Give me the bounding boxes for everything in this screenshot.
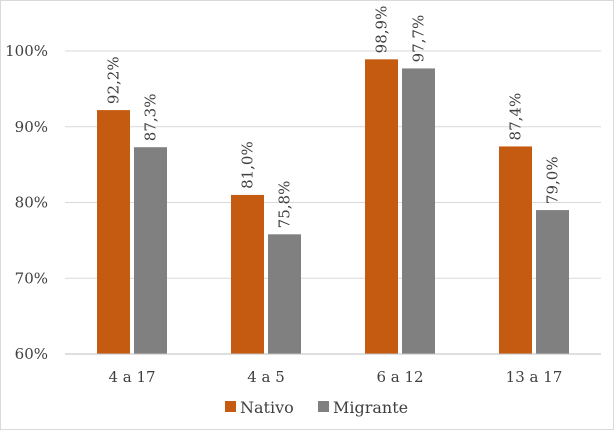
y-tick-label: 80% <box>15 194 48 212</box>
legend-label: Migrante <box>333 398 408 417</box>
legend-swatch-nativo <box>225 401 236 412</box>
bar-migrante <box>536 210 569 354</box>
bar-migrante <box>268 234 301 354</box>
bar-nativo <box>499 146 532 354</box>
y-tick-label: 70% <box>15 269 48 287</box>
bars: 92,2% 87,3% 81,0% 75,8% 98,9% 97,7% 87,4% 79,0% <box>97 6 569 355</box>
bar-migrante <box>402 68 435 355</box>
bar-nativo <box>365 59 398 355</box>
legend-label: Nativo <box>240 398 294 417</box>
x-axis: 4 a 17 4 a 5 6 a 12 13 a 17 <box>65 353 601 386</box>
data-label: 75,8% <box>276 181 294 229</box>
bar-migrante <box>134 147 167 354</box>
x-tick-label: 4 a 17 <box>108 368 155 386</box>
x-tick-label: 4 a 5 <box>247 368 285 386</box>
data-label: 98,9% <box>373 6 391 54</box>
y-tick-label: 60% <box>15 345 48 363</box>
y-axis: 60% 70% 80% 90% 100% <box>5 42 48 363</box>
x-tick-label: 6 a 12 <box>376 368 423 386</box>
legend: Nativo Migrante <box>225 398 408 417</box>
y-tick-label: 90% <box>15 118 48 136</box>
data-label: 97,7% <box>410 15 428 63</box>
data-label: 92,2% <box>105 56 123 104</box>
data-label: 87,4% <box>507 93 525 141</box>
y-tick-label: 100% <box>5 42 48 60</box>
data-label: 81,0% <box>239 141 257 189</box>
bar-nativo <box>231 194 264 354</box>
legend-swatch-migrante <box>318 401 329 412</box>
x-tick-label: 13 a 17 <box>506 368 563 386</box>
data-label: 87,3% <box>142 94 160 142</box>
data-label: 79,0% <box>544 156 562 204</box>
bar-nativo <box>97 110 130 355</box>
